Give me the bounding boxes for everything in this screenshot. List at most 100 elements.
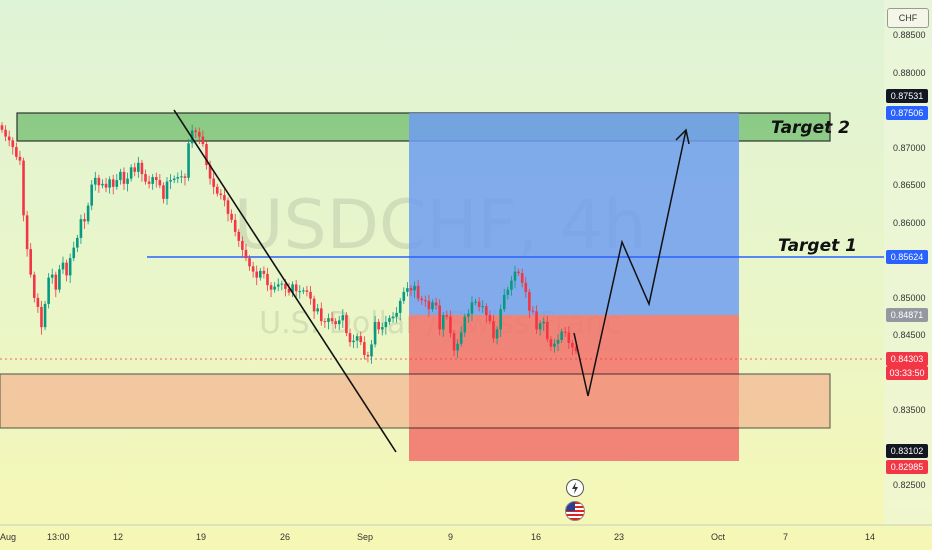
candle-body bbox=[424, 300, 427, 302]
candle-body bbox=[58, 269, 61, 290]
candle-body bbox=[574, 347, 578, 352]
price-axis-tick: 0.83500 bbox=[893, 405, 926, 416]
time-axis-tick: 19 bbox=[196, 532, 207, 542]
candle-body bbox=[129, 167, 133, 179]
candle-body bbox=[334, 321, 337, 325]
candle-body bbox=[549, 339, 553, 347]
candle-body bbox=[506, 289, 510, 295]
currency-label[interactable]: CHF bbox=[887, 8, 929, 28]
target-1-label[interactable]: Target 1 bbox=[778, 236, 858, 256]
candle-body bbox=[273, 286, 276, 290]
candle-body bbox=[259, 270, 262, 278]
projection-path[interactable] bbox=[573, 129, 687, 397]
candle-body bbox=[90, 184, 93, 206]
profit-zone[interactable] bbox=[409, 113, 739, 315]
price-tag-current: 0.84303 bbox=[886, 352, 928, 366]
time-axis-tick: 7 bbox=[783, 532, 789, 542]
target-2-label[interactable]: Target 2 bbox=[771, 118, 851, 138]
candle-body bbox=[115, 180, 119, 187]
candle-body bbox=[571, 342, 574, 348]
candle-body bbox=[223, 195, 226, 201]
candle-body bbox=[395, 312, 398, 317]
candle-body bbox=[380, 327, 384, 330]
candle-body bbox=[147, 181, 151, 184]
candle-body bbox=[119, 171, 122, 181]
candle-body bbox=[413, 285, 416, 291]
candle-body bbox=[528, 291, 531, 311]
price-tag-support: 0.83102 bbox=[886, 444, 928, 458]
candle-body bbox=[546, 321, 549, 340]
trendline[interactable] bbox=[173, 109, 397, 453]
candle-body bbox=[305, 290, 309, 292]
candle-body bbox=[531, 310, 535, 312]
candle-body bbox=[22, 160, 25, 216]
candle-body bbox=[467, 313, 470, 317]
candle-body bbox=[183, 176, 187, 178]
candle-body bbox=[517, 271, 520, 274]
candle-body bbox=[370, 344, 373, 357]
candle-body bbox=[524, 282, 528, 292]
candle-body bbox=[230, 213, 233, 220]
candle-body bbox=[416, 285, 420, 299]
time-axis-tick: 12 bbox=[113, 532, 124, 542]
candle-body bbox=[36, 297, 40, 307]
candle-body bbox=[298, 291, 302, 293]
candle-body bbox=[560, 331, 563, 340]
candle-body bbox=[47, 277, 50, 304]
time-axis-tick: Aug bbox=[0, 532, 17, 542]
us-flag-icon[interactable] bbox=[565, 501, 585, 521]
candle-body bbox=[237, 231, 241, 241]
candle-body bbox=[538, 323, 542, 330]
candle-body bbox=[294, 284, 298, 292]
candle-body bbox=[542, 321, 546, 324]
candle-body bbox=[137, 162, 140, 172]
candle-body bbox=[520, 273, 524, 283]
candle-body bbox=[556, 339, 560, 344]
candle-body bbox=[427, 300, 431, 310]
candle-body bbox=[101, 183, 104, 186]
candle-body bbox=[348, 333, 352, 343]
candle-body bbox=[363, 342, 366, 355]
candle-body bbox=[111, 179, 115, 187]
candle-body bbox=[76, 237, 79, 248]
candle-body bbox=[205, 144, 208, 166]
candle-body bbox=[355, 336, 359, 341]
candle-body bbox=[391, 316, 395, 319]
candle-body bbox=[438, 305, 441, 330]
candle-body bbox=[83, 219, 86, 222]
candle-body bbox=[151, 177, 154, 184]
candle-body bbox=[251, 266, 255, 272]
candle-body bbox=[341, 315, 345, 321]
candle-body bbox=[4, 129, 7, 137]
price-axis-tick: 0.87000 bbox=[893, 142, 926, 153]
candle-body bbox=[284, 283, 287, 289]
price-tag-target2: 0.87506 bbox=[886, 106, 928, 120]
candle-body bbox=[215, 186, 219, 194]
price-axis-tick: 0.88500 bbox=[893, 30, 926, 40]
candle-body bbox=[388, 318, 391, 322]
candle-body bbox=[485, 306, 488, 316]
countdown-tag: 03:33:50 bbox=[886, 366, 928, 380]
candle-body bbox=[176, 177, 180, 179]
candle-body bbox=[510, 280, 513, 290]
support-zone[interactable] bbox=[0, 373, 831, 429]
candle-body bbox=[255, 271, 259, 278]
candle-body bbox=[248, 258, 251, 267]
price-tag-target1: 0.85624 bbox=[886, 250, 928, 264]
candle-body bbox=[11, 140, 15, 148]
candle-body bbox=[43, 303, 47, 328]
candle-body bbox=[276, 284, 280, 287]
candle-body bbox=[93, 177, 97, 185]
candle-body bbox=[474, 301, 477, 303]
candle-body bbox=[449, 316, 452, 334]
candle-body bbox=[553, 343, 556, 347]
lightning-icon[interactable] bbox=[566, 479, 584, 497]
candle-body bbox=[441, 315, 445, 330]
candle-body bbox=[154, 177, 158, 181]
candle-body bbox=[65, 262, 68, 276]
candle-body bbox=[291, 284, 294, 293]
price-axis-tick: 0.86500 bbox=[893, 180, 926, 191]
price-tag-entry: 0.84871 bbox=[886, 308, 928, 322]
